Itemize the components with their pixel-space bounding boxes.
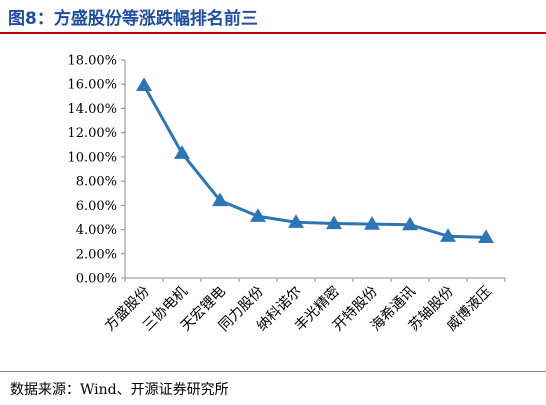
y-tick-label: 8.00% <box>76 175 117 190</box>
data-point-marker <box>136 77 152 92</box>
footer-divider <box>0 371 546 372</box>
y-tick-label: 18.00% <box>67 54 117 69</box>
y-tick-label: 6.00% <box>76 199 117 214</box>
y-tick-label: 4.00% <box>76 223 117 238</box>
data-point-marker <box>478 229 494 244</box>
data-point-marker <box>402 216 418 231</box>
data-point-marker <box>212 192 228 207</box>
y-tick-label: 14.00% <box>67 102 117 117</box>
y-tick-label: 0.00% <box>76 272 117 287</box>
data-point-marker <box>440 228 456 242</box>
title-divider <box>0 32 546 34</box>
data-point-marker <box>174 145 190 159</box>
line-chart: 0.00% 2.00% 4.00% 6.00% 8.00% 10.00% 12.00% 14.… <box>67 54 506 334</box>
y-tick-label: 16.00% <box>67 78 117 93</box>
data-point-marker <box>364 216 380 230</box>
y-tick-label: 2.00% <box>76 247 117 262</box>
data-point-marker <box>250 208 266 222</box>
y-tick-label: 12.00% <box>67 126 117 141</box>
source-note: 数据来源：Wind、开源证券研究所 <box>10 382 229 398</box>
y-tick-label: 10.00% <box>67 150 117 165</box>
series-line <box>142 84 487 239</box>
data-point-marker <box>326 215 342 230</box>
chart-title: 图8：方盛股份等涨跌幅排名前三 <box>8 9 258 29</box>
data-point-marker <box>288 214 304 228</box>
